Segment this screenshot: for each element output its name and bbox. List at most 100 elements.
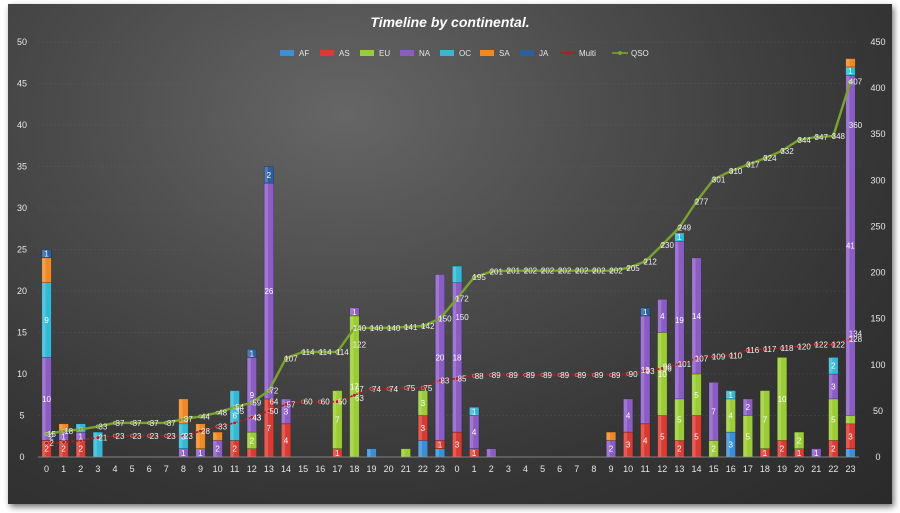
bar-highlight [846, 67, 850, 75]
line-label-qso: 37 [150, 419, 159, 428]
bar-segment-label: 2 [44, 445, 49, 454]
bar-segment-label: 5 [660, 432, 665, 441]
line-label-multi: 89 [560, 371, 569, 380]
bar-segment-label: 20 [435, 353, 444, 362]
bar-highlight [829, 440, 833, 457]
y-axis-right-tick-label: 400 [870, 83, 885, 93]
bar-highlight [726, 391, 730, 399]
x-axis-tick-label: 7 [164, 464, 169, 474]
bar-segment-label: 1 [472, 449, 477, 458]
bar-highlight [42, 440, 46, 457]
line-marker-multi [130, 433, 135, 438]
bar-segment-label: 3 [728, 441, 733, 450]
bar-segment-label: 3 [181, 432, 186, 441]
line-marker-multi [78, 438, 83, 443]
line-label-multi: 122 [832, 340, 846, 349]
x-axis-tick-label: 4 [112, 464, 117, 474]
bar-highlight [196, 449, 200, 457]
bar-highlight [367, 449, 371, 457]
bar-highlight [76, 440, 80, 457]
line-marker-multi [780, 346, 784, 351]
legend-swatch-eu [360, 50, 374, 56]
bar-highlight [658, 299, 662, 332]
y-axis-left-tick-label: 5 [19, 411, 24, 421]
line-label-multi: 83 [440, 376, 449, 385]
line-label-qso: 212 [644, 257, 658, 266]
line-label-qso: 344 [797, 136, 811, 145]
bar-highlight [709, 382, 713, 440]
line-marker-qso [386, 325, 391, 330]
x-axis-tick-label: 18 [349, 464, 359, 474]
bar-highlight [846, 59, 850, 67]
line-label-qso: 249 [678, 223, 692, 232]
line-label-multi: 33 [218, 423, 227, 432]
line-label-qso: 114 [302, 348, 315, 357]
line-marker-qso [78, 427, 83, 432]
bar-highlight [675, 440, 679, 457]
line-marker-qso [711, 177, 716, 182]
line-label-multi: 23 [167, 432, 176, 441]
bar-segment-label: 7 [335, 416, 340, 425]
line-label-qso: 202 [609, 267, 623, 276]
bar-segment-label: 2 [746, 403, 751, 412]
bar-segment-label: 10 [778, 395, 787, 404]
bar-segment-oc [845, 66, 856, 76]
bar-segment-label: 26 [264, 287, 273, 296]
line-label-multi: 110 [729, 352, 742, 361]
line-label-qso: 37 [167, 419, 176, 428]
line-marker-qso [797, 137, 802, 142]
line-label-qso: 230 [661, 241, 675, 250]
chart-frame: Timeline by continental. AF AS EU NA OC SA JA M… [8, 4, 892, 504]
line-label-multi: 89 [577, 371, 586, 380]
line-marker-multi [181, 433, 186, 438]
y-axis-left-tick-label: 45 [17, 79, 27, 89]
line-marker-multi [61, 440, 66, 445]
line-label-qso: 277 [695, 198, 709, 207]
bar-segment-label: 7 [267, 424, 272, 433]
line-marker-multi [814, 342, 819, 347]
bar-segment-oc [469, 406, 480, 416]
bar-segment-sa [195, 423, 206, 449]
bar-segment-label: 1 [79, 432, 84, 441]
bar-highlight [264, 167, 268, 183]
bar-segment-label: 4 [660, 312, 665, 321]
x-axis-tick-label: 13 [264, 464, 274, 474]
bar-highlight [640, 316, 645, 424]
bar-segment-label: 1 [472, 407, 477, 416]
x-axis-tick-label: 12 [657, 464, 667, 474]
line-marker-qso [318, 349, 323, 354]
x-axis-tick-label: 12 [247, 464, 257, 474]
bar-segment-label: 4 [728, 412, 733, 421]
line-marker-multi [677, 361, 682, 366]
line-label-qso: 407 [849, 78, 863, 87]
bar-segment-label: 3 [831, 382, 836, 391]
line-marker-multi [232, 420, 237, 425]
bar-highlight [469, 416, 474, 449]
line-marker-multi [198, 429, 203, 434]
line-label-qso: 324 [763, 154, 777, 163]
x-axis-tick-label: 20 [384, 464, 394, 474]
line-label-multi: 23 [184, 432, 193, 441]
bar-segment-label: 2 [215, 445, 220, 454]
legend-label-multi: Multi [579, 49, 596, 58]
line-label-qso: 59 [252, 399, 261, 408]
line-marker-multi [437, 378, 442, 383]
line-label-multi: 89 [612, 371, 621, 380]
line-label-multi: 74 [389, 385, 398, 394]
bar-segment-label: 1 [61, 432, 66, 441]
bar-highlight [623, 399, 628, 432]
line-label-qso: 201 [490, 268, 504, 277]
bar-highlight [469, 449, 474, 457]
bar-highlight [435, 440, 440, 449]
bar-highlight [675, 233, 679, 241]
bar-segment-label: 3 [284, 407, 289, 416]
bar-segment-label: 5 [694, 391, 699, 400]
bar-segment-na [708, 382, 719, 441]
bar-segment-label: 4 [643, 436, 648, 445]
y-axis-right-tick-label: 50 [873, 406, 883, 416]
x-axis-tick-label: 6 [147, 464, 152, 474]
line-marker-qso [249, 400, 254, 405]
bar-segment-label: 17 [350, 382, 359, 391]
y-axis-left-tick-label: 30 [17, 203, 27, 213]
line-marker-qso [694, 199, 699, 204]
